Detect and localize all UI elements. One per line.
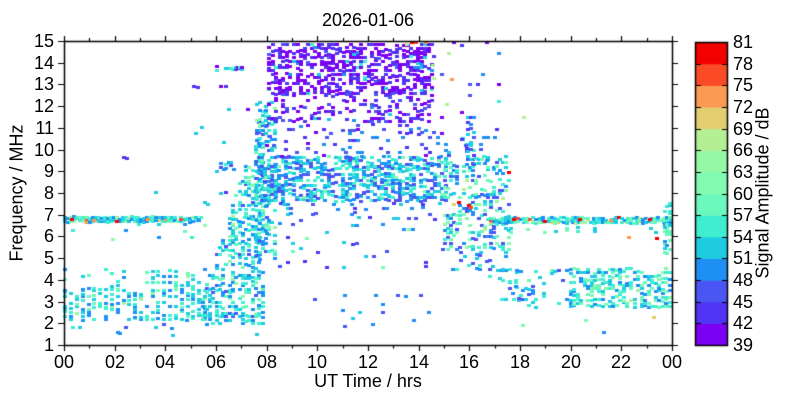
y-tick-label: 3 (43, 292, 54, 312)
colorbar-tick-label: 45 (733, 292, 754, 312)
colorbar-tick-label: 63 (733, 162, 754, 182)
x-tick-label: 16 (458, 352, 480, 372)
y-tick-label: 10 (33, 140, 54, 160)
y-tick-label: 12 (33, 96, 54, 116)
y-tick-label: 7 (43, 205, 54, 225)
x-tick-label: 14 (408, 352, 430, 372)
y-tick-label: 8 (43, 183, 54, 203)
colorbar-tick-label: 60 (733, 184, 754, 204)
colorbar-tick-label: 54 (733, 227, 754, 247)
y-tick-label: 4 (43, 270, 54, 290)
x-tick-label: 06 (205, 352, 227, 372)
x-tick-label: 04 (154, 352, 176, 372)
x-axis-label: UT Time / hrs (314, 371, 422, 391)
x-tick-label: 12 (357, 352, 379, 372)
chart-title: 2026-01-06 (321, 10, 415, 30)
x-tick-label: 10 (306, 352, 328, 372)
x-tick-label: 08 (256, 352, 278, 372)
x-tick-label: 00 (661, 352, 683, 372)
y-tick-label: 6 (43, 226, 54, 246)
x-tick-label: 20 (560, 352, 582, 372)
y-tick-label: 5 (43, 248, 54, 268)
colorbar-tick-label: 75 (733, 75, 754, 95)
colorbar-tick-label: 72 (733, 97, 754, 117)
y-tick-label: 13 (33, 74, 54, 94)
colorbar-tick-label: 39 (733, 335, 754, 355)
colorbar-tick-label: 42 (733, 313, 754, 333)
colorbar-tick-label: 51 (733, 248, 754, 268)
x-tick-label: 00 (53, 352, 75, 372)
y-tick-label: 15 (33, 31, 54, 51)
x-tick-label: 18 (509, 352, 531, 372)
y-tick-label: 11 (35, 118, 54, 138)
colorbar-tick-label: 81 (733, 32, 754, 52)
colorbar-tick-label: 69 (733, 119, 754, 139)
colorbar-tick-label: 66 (733, 140, 754, 160)
y-tick-label: 14 (33, 53, 54, 73)
y-tick-label: 2 (43, 313, 54, 333)
colorbar-tick-label: 78 (733, 54, 754, 74)
colorbar-tick-label: 57 (733, 205, 754, 225)
x-tick-label: 02 (104, 352, 126, 372)
colorbar-tick-label: 48 (733, 270, 754, 290)
x-tick-label: 22 (610, 352, 632, 372)
y-tick-label: 9 (43, 161, 54, 181)
y-tick-label: 1 (43, 335, 54, 355)
